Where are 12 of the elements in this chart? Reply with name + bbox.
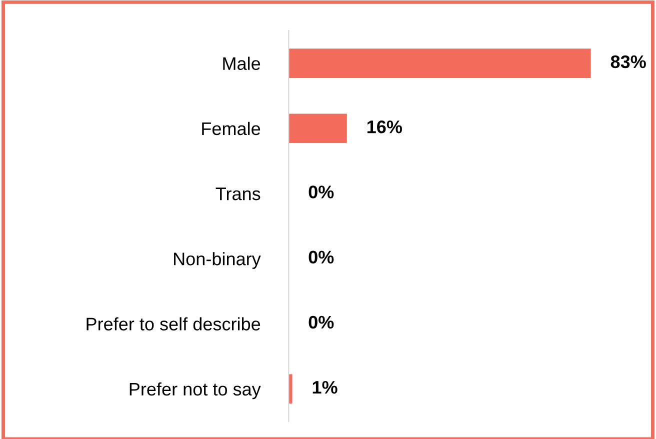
y-tick-label: Trans — [216, 188, 260, 200]
data-label: 83% — [610, 55, 646, 68]
y-tick-label: Female — [202, 122, 260, 136]
data-label: 0% — [308, 250, 334, 264]
y-tick-label: Non-binary — [174, 252, 261, 269]
data-label: 1% — [312, 380, 338, 394]
y-tick-label: Prefer to self describe — [86, 317, 260, 330]
data-label: 0% — [308, 316, 334, 329]
data-label: 16% — [367, 120, 402, 134]
y-tick-label: Male — [223, 56, 260, 70]
data-label: 0% — [308, 186, 334, 198]
y-tick-label: Prefer not to say — [130, 382, 261, 400]
